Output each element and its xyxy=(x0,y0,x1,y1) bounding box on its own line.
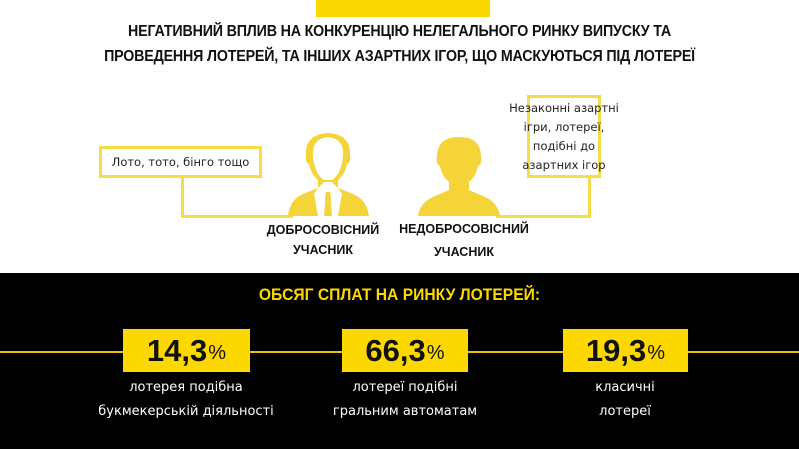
stat-desc-line-2: гральним автоматам xyxy=(332,404,478,419)
stat-desc-bookmaker: лотерея подібна букмекерській діяльності xyxy=(86,376,286,424)
stat-desc-line-2: лотереї xyxy=(599,404,651,419)
callout-illegal-line-1: Незаконні азартні xyxy=(509,100,619,115)
honest-label-line-1: ДОБРОСОВІСНИЙ xyxy=(266,223,380,237)
person-label-honest: ДОБРОСОВІСНИЙ УЧАСНИК xyxy=(258,220,388,260)
dishonest-label-line-1: НЕДОБРОСОВІСНИЙ xyxy=(399,222,529,236)
stat-unit: % xyxy=(426,342,445,364)
callout-legal-games: Лото, тото, бінго тощо xyxy=(99,146,262,178)
callout-illegal-line-3: подібні до xyxy=(532,138,596,153)
stat-desc-line-1: класичні xyxy=(595,380,655,395)
payments-panel: ОБСЯГ СПЛАТ НА РИНКУ ЛОТЕРЕЙ: 14,3 % лот… xyxy=(0,273,799,449)
stat-desc-slot-machines: лотереї подібні гральним автоматам xyxy=(305,376,505,424)
stat-desc-line-1: лотерея подібна xyxy=(129,380,243,395)
stat-box-classic: 19,3 % xyxy=(563,329,688,372)
stat-value: 19,3 xyxy=(585,332,647,368)
person-silhouette-icon xyxy=(418,137,500,216)
page-title: НЕГАТИВНИЙ ВПЛИВ НА КОНКУРЕНЦІЮ НЕЛЕГАЛЬ… xyxy=(32,19,767,69)
businessman-icon xyxy=(288,133,369,216)
connector-right-vertical xyxy=(588,178,591,218)
stat-box-bookmaker: 14,3 % xyxy=(123,329,250,372)
title-line-1: НЕГАТИВНИЙ ВПЛИВ НА КОНКУРЕНЦІЮ НЕЛЕГАЛЬ… xyxy=(128,23,671,40)
connector-left-vertical xyxy=(181,178,184,218)
stat-unit: % xyxy=(208,342,227,364)
payments-title: ОБСЯГ СПЛАТ НА РИНКУ ЛОТЕРЕЙ: xyxy=(258,285,541,304)
callout-illegal-games: Незаконні азартні ігри, лотереї, подібні… xyxy=(509,95,619,178)
stat-unit: % xyxy=(647,342,666,364)
stat-desc-classic: класичні лотереї xyxy=(525,376,725,424)
honest-label-line-2: УЧАСНИК xyxy=(293,243,353,257)
callout-illegal-line-4: азартних ігор xyxy=(522,157,606,172)
title-line-2: ПРОВЕДЕННЯ ЛОТЕРЕЙ, ТА ІНШИХ АЗАРТНИХ ІГ… xyxy=(104,48,695,65)
person-label-dishonest: НЕДОБРОСОВІСНИЙ УЧАСНИК xyxy=(396,218,532,264)
top-accent-bar xyxy=(316,0,490,17)
stat-value: 66,3 xyxy=(365,332,426,368)
stat-box-slot-machines: 66,3 % xyxy=(342,329,468,372)
stat-desc-line-2: букмекерській діяльності xyxy=(98,404,274,419)
callout-legal-games-text: Лото, тото, бінго тощо xyxy=(111,155,250,169)
callout-illegal-line-2: ігри, лотереї, xyxy=(523,119,605,134)
stat-desc-line-1: лотереї подібні xyxy=(352,380,458,395)
connector-right-horizontal xyxy=(496,215,591,218)
stat-value: 14,3 xyxy=(146,332,208,368)
dishonest-label-line-2: УЧАСНИК xyxy=(434,245,494,259)
connector-left-horizontal xyxy=(181,215,293,218)
